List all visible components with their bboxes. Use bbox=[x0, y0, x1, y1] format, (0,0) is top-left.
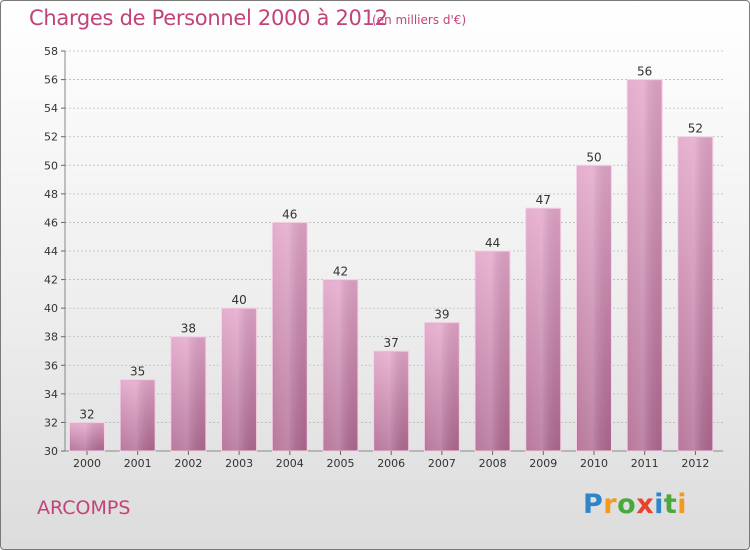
data-label: 32 bbox=[79, 407, 94, 421]
bar-shine bbox=[273, 223, 307, 450]
y-tick-label: 56 bbox=[44, 74, 58, 87]
x-tick-label: 2007 bbox=[428, 457, 456, 470]
data-label: 40 bbox=[231, 293, 246, 307]
bar-shine bbox=[678, 137, 712, 450]
logo-letter: x bbox=[636, 489, 655, 520]
x-tick-label: 2003 bbox=[225, 457, 253, 470]
y-tick-label: 52 bbox=[44, 131, 58, 144]
x-tick-label: 2010 bbox=[580, 457, 608, 470]
x-tick-label: 2005 bbox=[327, 457, 355, 470]
x-tick-label: 2009 bbox=[529, 457, 557, 470]
bar-2003 bbox=[221, 307, 258, 452]
x-tick-label: 2004 bbox=[276, 457, 304, 470]
bar-2009 bbox=[525, 207, 562, 452]
y-tick-label: 30 bbox=[44, 445, 58, 458]
bar-shine bbox=[222, 309, 256, 450]
data-label: 50 bbox=[586, 150, 601, 164]
bar-shine bbox=[577, 166, 611, 451]
bar-2006 bbox=[373, 350, 410, 452]
data-label: 35 bbox=[130, 365, 145, 379]
bar-2004 bbox=[271, 221, 308, 452]
chart-unit-note: (en milliers d'€) bbox=[372, 13, 467, 27]
x-tick-label: 2012 bbox=[681, 457, 709, 470]
logo-letter: o bbox=[617, 489, 637, 520]
proxiti-logo: Proxiti bbox=[583, 489, 687, 520]
logo-letter: i bbox=[654, 489, 664, 520]
bar-shine bbox=[425, 323, 459, 450]
bar-2012 bbox=[677, 136, 714, 452]
y-tick-label: 48 bbox=[44, 188, 58, 201]
y-tick-label: 38 bbox=[44, 331, 58, 344]
y-tick-labels: 30 32 34 36 38 40 42 44 46 48 50 52 54 56 58 bbox=[44, 45, 65, 458]
bar-shine bbox=[171, 337, 205, 450]
y-tick-label: 58 bbox=[44, 45, 58, 58]
data-label: 52 bbox=[688, 122, 703, 136]
bar-2000 bbox=[69, 421, 105, 452]
bar-shine bbox=[476, 252, 510, 450]
data-label: 38 bbox=[181, 322, 196, 336]
bar-shine bbox=[121, 380, 155, 450]
bar-2008 bbox=[474, 250, 511, 452]
logo-letter: i bbox=[677, 489, 688, 520]
bar-shine bbox=[324, 280, 357, 450]
data-label: 47 bbox=[536, 193, 551, 207]
data-label: 42 bbox=[333, 265, 348, 279]
y-tick-label: 50 bbox=[44, 159, 58, 172]
bar-shine bbox=[374, 352, 408, 450]
data-label: 46 bbox=[282, 207, 297, 221]
chart-title: Charges de Personnel 2000 à 2012 bbox=[29, 6, 388, 30]
bar-shine bbox=[70, 423, 104, 450]
bar-2001 bbox=[119, 379, 156, 452]
y-tick-label: 46 bbox=[44, 216, 58, 229]
data-labels: 32 35 38 40 46 42 37 39 44 47 50 56 52 bbox=[79, 65, 703, 422]
x-tick-labels: 2000 2001 2002 2003 2004 2005 2006 2007 2008 2009… bbox=[73, 451, 709, 470]
x-tick-label: 2002 bbox=[174, 457, 202, 470]
y-tick-label: 54 bbox=[44, 102, 58, 115]
y-tick-label: 32 bbox=[44, 416, 58, 429]
data-label: 37 bbox=[384, 336, 399, 350]
bar-shine bbox=[628, 80, 662, 451]
bars bbox=[69, 79, 714, 452]
y-tick-label: 34 bbox=[44, 388, 58, 401]
bar-2007 bbox=[423, 321, 460, 452]
data-label: 39 bbox=[434, 307, 449, 321]
bar-2005 bbox=[322, 279, 359, 452]
x-tick-label: 2011 bbox=[631, 457, 659, 470]
logo-letter: t bbox=[663, 489, 678, 520]
commune-name: ARCOMPS bbox=[37, 497, 131, 519]
bar-2011 bbox=[626, 79, 663, 452]
y-tick-label: 44 bbox=[44, 245, 58, 258]
x-tick-label: 2006 bbox=[377, 457, 405, 470]
bar-shine bbox=[526, 209, 560, 450]
bar-2002 bbox=[170, 336, 207, 452]
x-tick-label: 2000 bbox=[73, 457, 101, 470]
y-tick-label: 40 bbox=[44, 302, 58, 315]
bar-2010 bbox=[576, 164, 612, 452]
data-label: 44 bbox=[485, 236, 500, 250]
y-tick-label: 42 bbox=[44, 274, 58, 287]
data-label: 56 bbox=[637, 65, 652, 79]
x-tick-label: 2008 bbox=[479, 457, 507, 470]
x-tick-label: 2001 bbox=[124, 457, 152, 470]
y-tick-label: 36 bbox=[44, 359, 58, 372]
logo-letter: r bbox=[603, 489, 618, 520]
logo-letter: P bbox=[583, 489, 604, 520]
